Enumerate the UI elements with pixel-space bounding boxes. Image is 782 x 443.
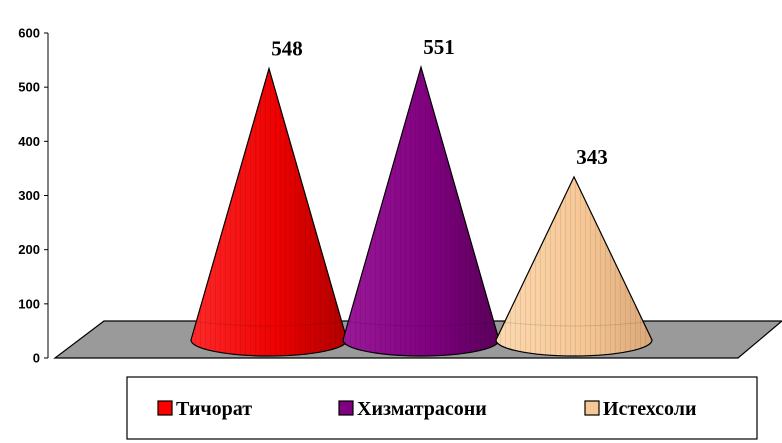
y-tick-label: 100 bbox=[18, 296, 40, 311]
cone-band bbox=[501, 321, 647, 327]
y-tick-label: 500 bbox=[18, 80, 40, 95]
y-axis-ticks: 0 100 200 300 400 500 600 bbox=[18, 26, 48, 366]
legend-box bbox=[126, 376, 758, 440]
cone-2 bbox=[342, 64, 500, 357]
legend-swatch bbox=[584, 400, 600, 416]
y-tick-label: 300 bbox=[18, 188, 40, 203]
cone-ribs bbox=[496, 176, 652, 356]
cones bbox=[190, 64, 653, 357]
legend-item: Тичорат bbox=[157, 398, 252, 420]
cone-3 bbox=[495, 175, 653, 357]
data-label: 551 bbox=[423, 35, 455, 59]
y-tick-label: 400 bbox=[18, 134, 40, 149]
data-label: 548 bbox=[271, 37, 303, 61]
legend-label: Истехсоли bbox=[603, 398, 697, 420]
legend-item: Истехсоли bbox=[584, 398, 697, 420]
y-tick-label: 0 bbox=[33, 351, 40, 366]
data-label: 343 bbox=[576, 145, 608, 169]
cone-ribs bbox=[191, 68, 347, 357]
legend-swatch bbox=[338, 400, 354, 416]
cone-band bbox=[196, 321, 342, 327]
cone-ribs bbox=[343, 67, 499, 357]
y-tick-label: 600 bbox=[18, 26, 40, 41]
legend-label: Хизматрасони bbox=[357, 398, 487, 420]
y-tick-label: 200 bbox=[18, 242, 40, 257]
legend: Тичорат Хизматрасони Истехсоли bbox=[126, 376, 758, 440]
data-labels: 548 551 343 bbox=[271, 35, 608, 169]
cone-band bbox=[348, 321, 494, 327]
cone-1 bbox=[190, 66, 348, 357]
legend-label: Тичорат bbox=[176, 398, 252, 420]
legend-swatch bbox=[157, 400, 173, 416]
legend-item: Хизматрасони bbox=[338, 398, 487, 420]
